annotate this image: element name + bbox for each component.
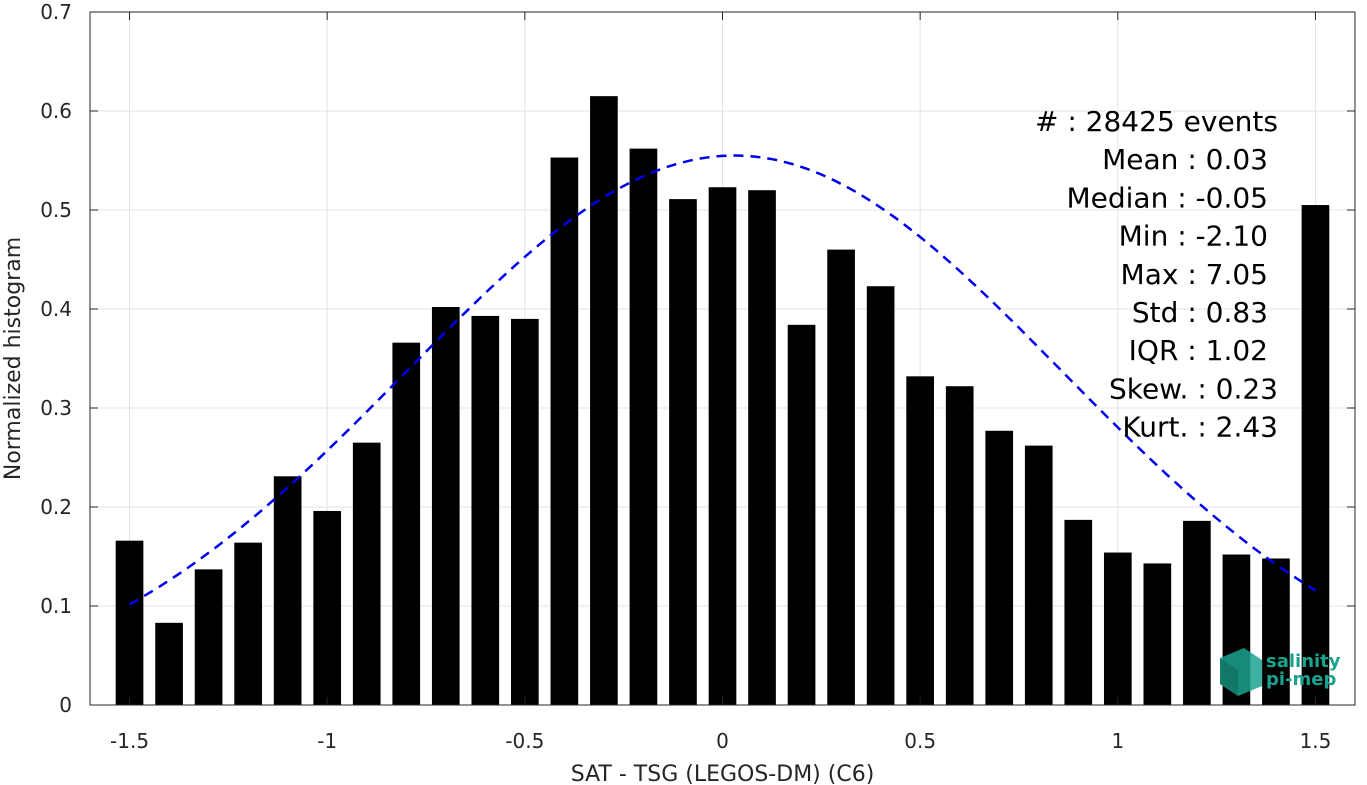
y-tick-label: 0.1 [40, 594, 72, 618]
histogram-bar [748, 190, 776, 705]
y-tick-label: 0 [59, 693, 72, 717]
stat-line: Mean : 0.03 [1102, 143, 1268, 176]
histogram-bar [471, 315, 500, 705]
histogram-bar [234, 542, 262, 705]
logo-line2: pi-mep [1266, 669, 1336, 690]
histogram-bar [1301, 205, 1330, 706]
histogram-bar [669, 199, 697, 706]
histogram-bar [708, 187, 737, 706]
y-axis-label: Normalized histogram [1, 237, 26, 480]
x-axis-ticks: -1.5 -1 -0.5 0 0.5 1 1.5 [110, 12, 1331, 753]
y-tick-label: 0.4 [40, 297, 72, 321]
histogram-bar [866, 286, 895, 705]
histogram-bar [1143, 563, 1172, 705]
y-tick-label: 0.6 [40, 99, 72, 123]
histogram-bar [194, 569, 223, 705]
histogram-bars [115, 96, 1330, 706]
histogram-bar [985, 430, 1014, 705]
stat-line: Min : -2.10 [1119, 220, 1268, 253]
y-axis-ticks: 0 0.1 0.2 0.3 0.4 0.5 0.6 0.7 [40, 0, 1355, 717]
logo-line1: salinity [1266, 651, 1341, 672]
x-tick-label: 1.5 [1300, 729, 1332, 753]
histogram-bar [945, 386, 974, 705]
stat-line: IQR : 1.02 [1129, 334, 1268, 367]
histogram-bar [1103, 552, 1132, 705]
histogram-bar [787, 324, 816, 705]
histogram-bar [1262, 558, 1290, 705]
stat-line: # : 28425 events [1035, 105, 1278, 138]
histogram-bar [629, 148, 658, 705]
histogram-bar [550, 157, 579, 705]
gaussian-fit-curve [128, 154, 1317, 606]
x-tick-label: 0.5 [904, 729, 936, 753]
histogram-bar [155, 622, 183, 705]
histogram-bar [906, 376, 934, 705]
y-tick-label: 0.5 [40, 198, 72, 222]
x-tick-label: -0.5 [505, 729, 544, 753]
histogram-bar [590, 96, 618, 705]
stat-line: Skew. : 0.23 [1109, 372, 1278, 405]
statistics-panel: # : 28425 events Mean : 0.03 Median : -0.0… [1035, 105, 1278, 444]
x-axis-label: SAT - TSG (LEGOS-DM) (C6) [571, 762, 875, 785]
histogram-bar [392, 342, 421, 705]
salinity-pimep-logo: salinity pi-mep [1220, 648, 1341, 696]
histogram-bar [431, 307, 460, 705]
stat-line: Kurt. : 2.43 [1122, 411, 1278, 444]
y-tick-label: 0.2 [40, 495, 72, 519]
stat-line: Std : 0.83 [1132, 296, 1268, 329]
histogram-bar [511, 318, 539, 705]
histogram-bar [352, 442, 381, 705]
y-tick-label: 0.3 [40, 396, 72, 420]
x-tick-label: 1 [1111, 729, 1124, 753]
logo-cube-face-icon [1220, 658, 1238, 696]
stat-line: Max : 7.05 [1121, 258, 1268, 291]
histogram-bar [313, 510, 342, 705]
x-tick-label: 0 [716, 729, 729, 753]
x-tick-label: -1.5 [110, 729, 149, 753]
histogram-bar [1064, 519, 1093, 705]
histogram-bar [1024, 445, 1053, 705]
x-tick-label: -1 [317, 729, 337, 753]
histogram-bar [273, 476, 302, 705]
histogram-bar [827, 249, 855, 705]
stat-line: Median : -0.05 [1066, 181, 1268, 214]
histogram-bar [1183, 520, 1211, 705]
histogram-bar [115, 540, 144, 705]
y-tick-label: 0.7 [40, 0, 72, 24]
